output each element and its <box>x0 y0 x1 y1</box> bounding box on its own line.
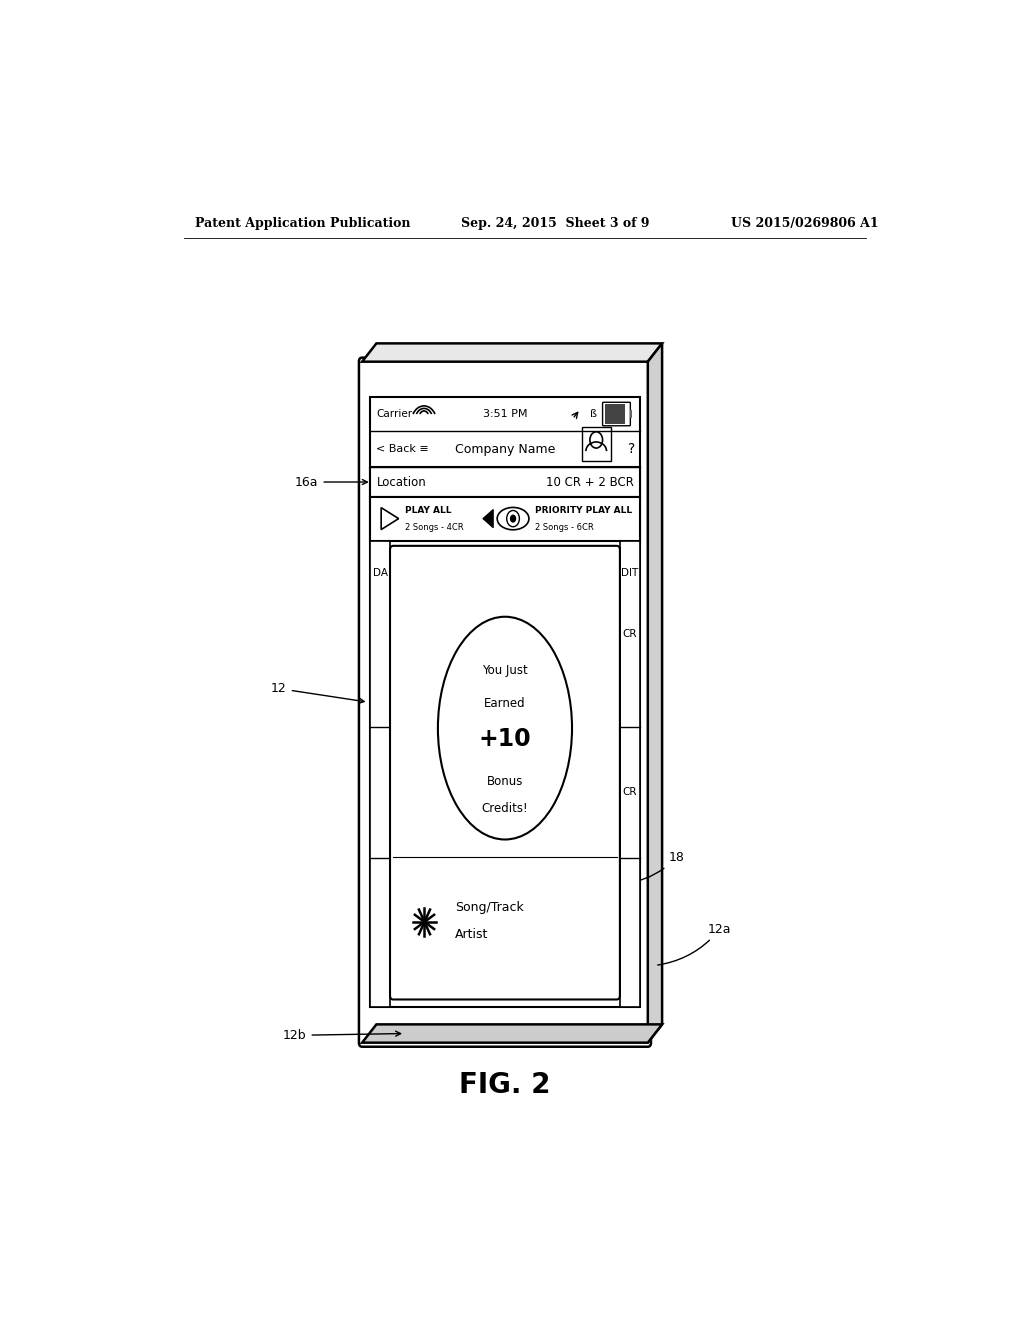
FancyBboxPatch shape <box>390 546 620 999</box>
Bar <box>370 496 640 541</box>
Bar <box>605 404 625 424</box>
Polygon shape <box>381 508 398 529</box>
Text: < Back ≡: < Back ≡ <box>377 444 429 454</box>
Bar <box>582 426 610 461</box>
Polygon shape <box>648 343 663 1043</box>
Text: DIT: DIT <box>622 568 639 578</box>
Text: Company Name: Company Name <box>455 442 555 455</box>
Circle shape <box>510 515 516 523</box>
Bar <box>370 541 390 1007</box>
Text: Artist: Artist <box>455 928 488 941</box>
Polygon shape <box>362 343 663 362</box>
FancyBboxPatch shape <box>359 358 651 1047</box>
Text: PRIORITY PLAY ALL: PRIORITY PLAY ALL <box>536 506 633 515</box>
Text: 12: 12 <box>271 682 365 704</box>
Bar <box>620 541 640 1007</box>
Bar <box>370 397 640 1007</box>
Text: Song/Track: Song/Track <box>455 902 523 915</box>
Text: 12b: 12b <box>283 1028 400 1041</box>
Ellipse shape <box>498 507 529 529</box>
Text: Patent Application Publication: Patent Application Publication <box>196 216 411 230</box>
Bar <box>370 467 640 496</box>
Text: 18: 18 <box>622 851 684 884</box>
Text: US 2015/0269806 A1: US 2015/0269806 A1 <box>731 216 879 230</box>
Text: 2 Songs - 4CR: 2 Songs - 4CR <box>404 523 464 532</box>
Text: Bonus: Bonus <box>486 775 523 788</box>
Text: CR: CR <box>623 628 637 639</box>
Text: 2 Songs - 6CR: 2 Songs - 6CR <box>536 523 594 532</box>
Polygon shape <box>362 1024 663 1043</box>
Text: CR: CR <box>623 788 637 797</box>
Text: 10 CR + 2 BCR: 10 CR + 2 BCR <box>546 475 634 488</box>
Circle shape <box>507 511 519 527</box>
Text: ?: ? <box>629 442 636 457</box>
Text: DA: DA <box>373 568 387 578</box>
Text: Earned: Earned <box>484 697 525 710</box>
Text: 3:51 PM: 3:51 PM <box>482 409 527 418</box>
Text: Location: Location <box>377 475 426 488</box>
Text: Credits!: Credits! <box>481 801 528 814</box>
Text: Sep. 24, 2015  Sheet 3 of 9: Sep. 24, 2015 Sheet 3 of 9 <box>461 216 650 230</box>
Text: +10: +10 <box>478 727 531 751</box>
Text: ß: ß <box>591 409 597 418</box>
Text: Carrier: Carrier <box>377 409 413 418</box>
Text: 12a: 12a <box>657 923 731 965</box>
FancyBboxPatch shape <box>602 403 631 426</box>
Text: PLAY ALL: PLAY ALL <box>404 506 452 515</box>
Text: FIG. 2: FIG. 2 <box>459 1072 551 1100</box>
Circle shape <box>590 432 602 447</box>
Text: You Just: You Just <box>482 664 527 677</box>
Ellipse shape <box>438 616 572 840</box>
Polygon shape <box>483 510 494 528</box>
Text: 16a: 16a <box>295 475 368 488</box>
Bar <box>630 409 632 418</box>
